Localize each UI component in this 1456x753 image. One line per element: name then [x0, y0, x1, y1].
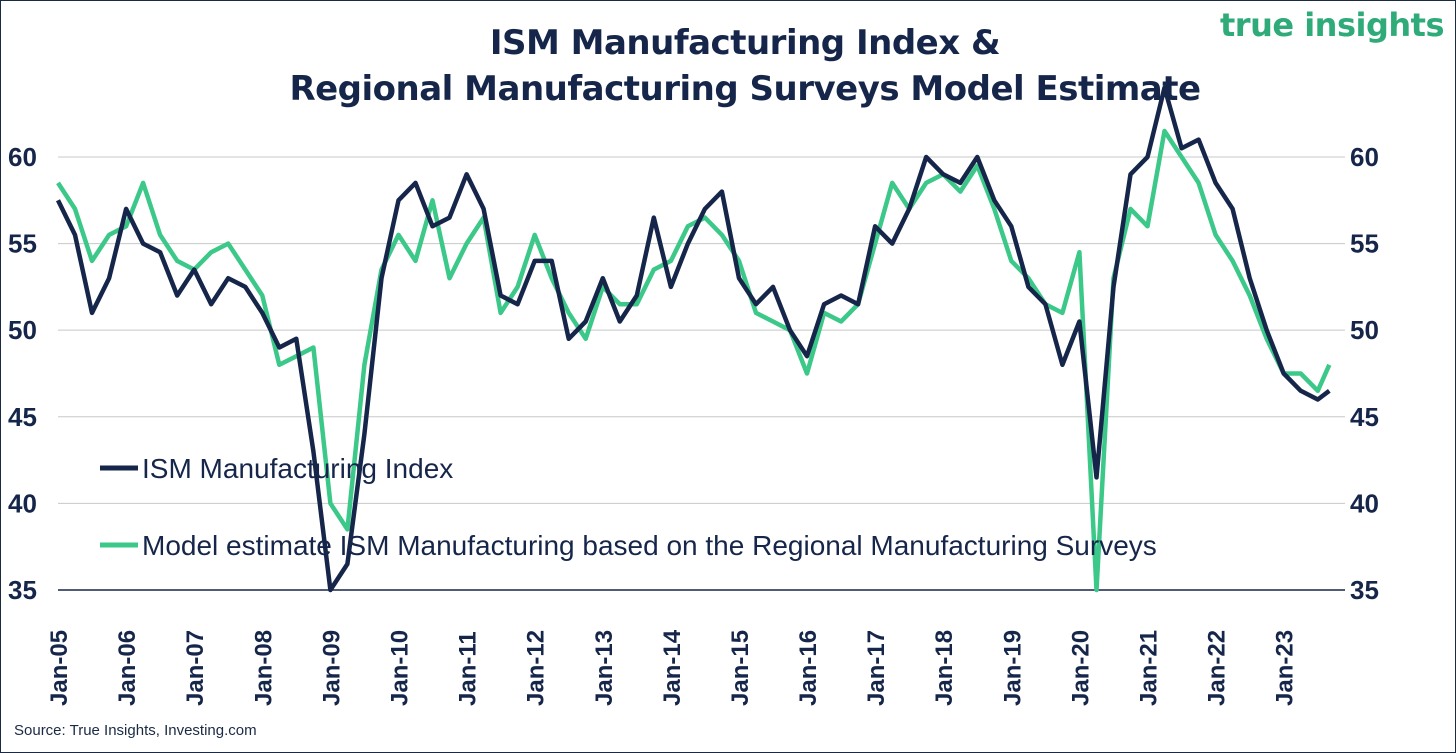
x-axis: Jan-05 Jan-06 Jan-07 Jan-08 Jan-09 Jan-10 Jan-… — [46, 629, 1299, 706]
y-tick-label-right: 35 — [1350, 575, 1379, 605]
legend-label-model: Model estimate ISM Manufacturing based o… — [142, 530, 1157, 561]
x-tick-label: Jan-07 — [182, 630, 209, 706]
y-tick-label-left: 60 — [8, 142, 37, 172]
y-tick-label-left: 55 — [8, 229, 37, 259]
y-tick-label-right: 55 — [1350, 229, 1379, 259]
series-line-model — [56, 128, 1332, 593]
x-tick-label: Jan-15 — [727, 630, 754, 706]
x-tick-label: Jan-05 — [46, 630, 73, 706]
y-tick-label-right: 45 — [1350, 402, 1379, 432]
x-tick-label: Jan-12 — [523, 630, 550, 706]
y-tick-label-left: 45 — [8, 402, 37, 432]
x-tick-label: Jan-14 — [659, 629, 686, 706]
source-note: Source: True Insights, Investing.com — [14, 722, 257, 739]
legend: ISM Manufacturing Index Model estimate I… — [100, 453, 1157, 561]
y-tick-label-right: 50 — [1350, 315, 1379, 345]
x-tick-label: Jan-16 — [795, 630, 822, 706]
x-tick-label: Jan-22 — [1204, 630, 1231, 706]
y-tick-label-left: 40 — [8, 488, 37, 518]
chart-title-line2: Regional Manufacturing Surveys Model Est… — [289, 69, 1201, 109]
y-axis-left: 35 40 45 50 55 60 — [8, 142, 37, 605]
x-tick-label: Jan-21 — [1136, 630, 1163, 706]
legend-label-ism: ISM Manufacturing Index — [142, 453, 453, 484]
y-tick-label-left: 35 — [8, 575, 37, 605]
series-line-ism — [55, 85, 1331, 593]
x-tick-label: Jan-19 — [999, 630, 1026, 706]
series-lines — [55, 85, 1332, 593]
brand-logo: true insights — [1220, 6, 1445, 44]
gridlines — [58, 156, 1345, 591]
x-tick-label: Jan-10 — [386, 630, 413, 706]
x-tick-label: Jan-23 — [1272, 630, 1299, 706]
y-tick-label-left: 50 — [8, 315, 37, 345]
y-axis-right: 35 40 45 50 55 60 — [1350, 142, 1379, 605]
x-tick-label: Jan-06 — [114, 630, 141, 706]
x-tick-label: Jan-18 — [931, 630, 958, 706]
x-tick-label: Jan-08 — [250, 630, 277, 706]
x-tick-label: Jan-09 — [318, 630, 345, 706]
y-tick-label-right: 40 — [1350, 488, 1379, 518]
y-tick-label-right: 60 — [1350, 142, 1379, 172]
x-tick-label: Jan-13 — [591, 630, 618, 706]
chart-title-line1: ISM Manufacturing Index & — [489, 23, 1001, 63]
x-tick-label: Jan-20 — [1067, 630, 1094, 706]
x-tick-label: Jan-17 — [863, 630, 890, 706]
x-tick-label: Jan-11 — [455, 631, 482, 706]
